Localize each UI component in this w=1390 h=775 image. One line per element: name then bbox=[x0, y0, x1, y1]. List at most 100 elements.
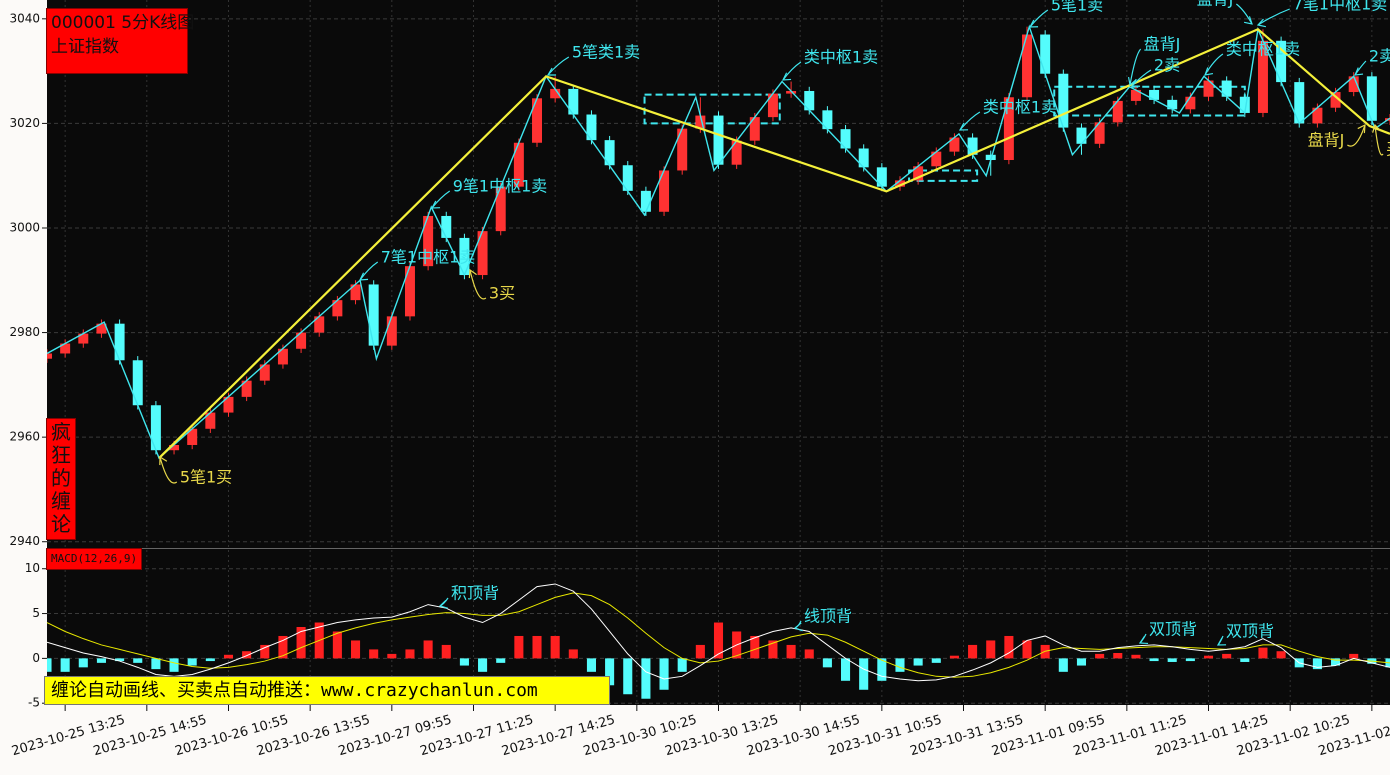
candle-body bbox=[1022, 34, 1033, 98]
candle-body bbox=[1167, 99, 1178, 110]
macd-bar bbox=[822, 658, 832, 668]
macd-bar bbox=[986, 640, 996, 659]
macd-panel bbox=[47, 583, 1390, 699]
annotation-arrowhead bbox=[1028, 19, 1039, 28]
candle-body bbox=[332, 300, 343, 317]
candle-body bbox=[1003, 97, 1014, 161]
macd-bar bbox=[151, 658, 161, 670]
annotation: 盘背J bbox=[1144, 35, 1181, 54]
candle-body bbox=[259, 364, 270, 381]
macd-bar bbox=[278, 635, 288, 659]
candle-body bbox=[459, 237, 470, 276]
macd-bar bbox=[859, 658, 869, 690]
macd-bar bbox=[1113, 653, 1123, 659]
annotation-arrowhead bbox=[468, 268, 477, 279]
candle-body bbox=[368, 284, 379, 346]
macd-bar bbox=[405, 649, 415, 659]
dif-line bbox=[47, 583, 1390, 682]
segment-line bbox=[158, 27, 1390, 459]
annotation-arrowhead bbox=[358, 272, 369, 281]
candle-body bbox=[840, 129, 851, 149]
candle-body bbox=[749, 117, 760, 141]
y-tick-label: 2940 bbox=[9, 534, 40, 548]
macd-bar bbox=[568, 649, 578, 659]
annotation: 类中枢1卖 bbox=[1226, 40, 1300, 59]
candle-body bbox=[1040, 34, 1051, 74]
candle-body bbox=[1276, 40, 1287, 83]
macd-bar bbox=[1312, 658, 1322, 670]
candle-body bbox=[60, 343, 71, 354]
macd-bar bbox=[1004, 635, 1014, 659]
macd-bar bbox=[713, 622, 724, 659]
macd-bar bbox=[1095, 653, 1105, 659]
candle-body bbox=[96, 323, 107, 334]
macd-bar bbox=[496, 658, 506, 663]
annotation-arrowhead bbox=[546, 67, 557, 76]
candle-body bbox=[931, 151, 942, 167]
annotation-arrow bbox=[1257, 8, 1290, 26]
candle-body bbox=[423, 215, 434, 267]
candle-body bbox=[495, 186, 506, 232]
y-tick-label: 3040 bbox=[9, 11, 40, 25]
candle-body bbox=[532, 98, 543, 143]
macd-bar bbox=[260, 644, 270, 659]
candle-body bbox=[622, 165, 633, 191]
macd-bar bbox=[913, 658, 923, 666]
annotation-arrowhead bbox=[1138, 635, 1149, 645]
candle-body bbox=[985, 154, 996, 161]
candle-body bbox=[169, 444, 180, 451]
annotation-arrowhead bbox=[438, 599, 448, 609]
macd-bar bbox=[478, 658, 488, 672]
annotation-arrow bbox=[1129, 48, 1142, 86]
annotation: 7笔1中枢1卖 bbox=[381, 248, 476, 267]
annotation: 类中枢1卖 bbox=[804, 48, 878, 67]
annotation-arrowhead bbox=[1357, 123, 1366, 134]
candle-body bbox=[78, 333, 89, 344]
annotation: 3买 bbox=[489, 284, 515, 303]
candle-body bbox=[1112, 100, 1123, 123]
macd-bar bbox=[350, 640, 361, 659]
candle-body bbox=[713, 115, 724, 165]
y-tick-label: 10 bbox=[25, 561, 40, 575]
macd-bar bbox=[1149, 658, 1159, 662]
macd-bar bbox=[768, 640, 778, 659]
macd-bar bbox=[242, 651, 252, 659]
candle-body bbox=[822, 110, 833, 130]
annotation: 双顶背 bbox=[1226, 622, 1274, 641]
annotation: 5笔1买 bbox=[180, 468, 232, 487]
candle-body bbox=[550, 88, 561, 99]
candle-body bbox=[586, 114, 597, 141]
macd-bar bbox=[115, 658, 125, 662]
annotation-arrowhead bbox=[1372, 123, 1381, 133]
candle-body bbox=[1094, 122, 1105, 144]
macd-bar bbox=[1022, 640, 1032, 659]
annotation-arrow bbox=[1347, 124, 1366, 147]
annotation-arrowhead bbox=[781, 72, 792, 81]
macd-bar bbox=[841, 658, 851, 681]
candle-body bbox=[604, 140, 615, 166]
macd-bar bbox=[1203, 655, 1214, 659]
macd-bar bbox=[1240, 658, 1250, 662]
candle-body bbox=[1294, 82, 1305, 124]
candle-body bbox=[1348, 76, 1359, 93]
candle-body bbox=[477, 231, 488, 276]
macd-bar bbox=[659, 658, 669, 690]
title-box: 000001 5分K线图 上证指数 bbox=[46, 8, 195, 74]
macd-bar bbox=[895, 658, 905, 672]
annotation: 积顶背 bbox=[451, 584, 499, 603]
macd-bar bbox=[586, 658, 596, 672]
macd-bar bbox=[223, 654, 234, 659]
dea-line bbox=[47, 592, 1390, 678]
annotation: 线顶背 bbox=[804, 607, 852, 626]
candle-body bbox=[804, 90, 815, 111]
macd-bar bbox=[804, 649, 814, 659]
candle-body bbox=[913, 166, 924, 181]
macd-bar bbox=[550, 635, 560, 659]
candle-body bbox=[731, 140, 742, 165]
macd-bar bbox=[296, 627, 306, 659]
chart-title: 000001 5分K线图 bbox=[51, 13, 195, 33]
candle-body bbox=[767, 93, 778, 118]
macd-bar bbox=[459, 658, 469, 666]
candle-body bbox=[441, 215, 452, 238]
